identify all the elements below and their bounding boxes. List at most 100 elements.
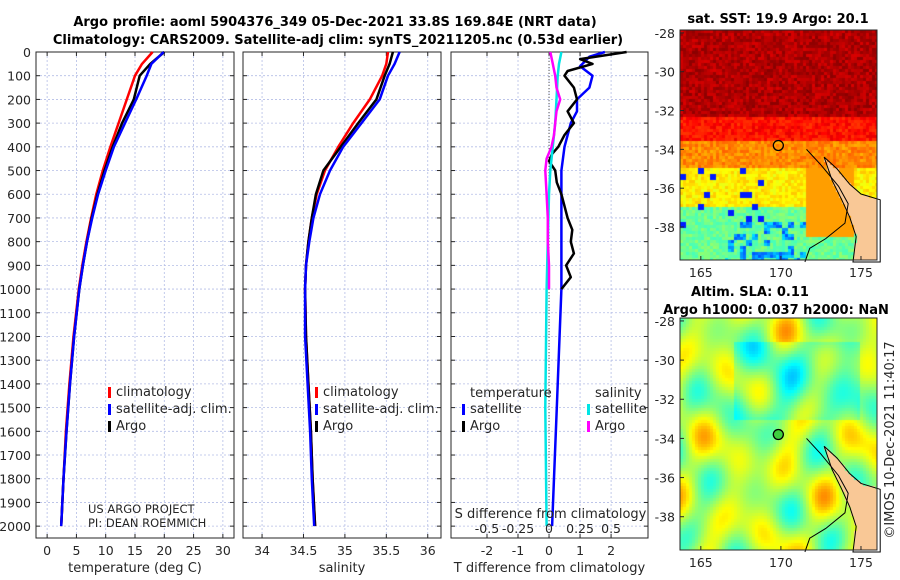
y-tick-label: 1700	[0, 448, 31, 463]
y-tick-label: 1100	[0, 306, 31, 321]
lat-tick-label: -30	[655, 353, 675, 368]
x-tick-label: 1	[576, 543, 584, 558]
lon-tick-label: 165	[689, 265, 713, 280]
project-text: US ARGO PROJECT	[88, 502, 196, 516]
x2-tick-label: 0.25	[566, 521, 594, 536]
y-tick-label: 1600	[0, 424, 31, 439]
legend-label: Argo	[595, 419, 625, 434]
coastline	[823, 445, 881, 553]
x2-tick-label: 0	[545, 521, 553, 536]
series-s-satellite	[544, 51, 563, 527]
map-overlay-1: 165 170 175 -28 -30 -32 -34 -36 -38	[655, 26, 881, 280]
profile-panel-3: -2 -1 0 1 2 T difference from climatology -0.5…	[450, 50, 649, 576]
x-tick-label: 35.5	[372, 543, 400, 558]
profile-panel-1: 0 5 10 15 20 25 300100200300400500600700800900…	[0, 45, 235, 576]
x-axis-label: salinity	[319, 561, 366, 576]
y-tick-label: 700	[7, 211, 31, 226]
map-frame	[679, 317, 878, 551]
legend-swatch	[462, 404, 465, 415]
x-tick-label: 25	[186, 543, 202, 558]
lon-tick-label: 175	[849, 555, 873, 570]
x-tick-label: 0	[545, 543, 553, 558]
map-frame	[679, 29, 878, 261]
lat-tick-label: -36	[655, 471, 675, 486]
sla-map-subtitle: Argo h1000: 0.037 h2000: NaN	[663, 303, 889, 318]
lat-tick-label: -38	[655, 510, 675, 525]
x-tick-label: 30	[215, 543, 231, 558]
sst-map-image	[680, 30, 877, 260]
lat-tick-label: -30	[655, 65, 675, 80]
axes-frame	[242, 51, 442, 539]
legend-swatch	[108, 387, 111, 398]
pi-text: PI: DEAN ROEMMICH	[88, 516, 206, 530]
legend-label: climatology	[323, 385, 399, 400]
x-tick-label: 36	[420, 543, 436, 558]
x2-tick-label: -0.25	[502, 521, 534, 536]
sla-map-title: Altim. SLA: 0.11	[691, 285, 809, 300]
profile-panel-2: 34 34.5 35 35.5 36 salinity climatology satelli…	[242, 51, 442, 576]
coastline	[823, 156, 881, 263]
argo-position-marker	[772, 139, 784, 152]
lon-tick-label: 175	[849, 265, 873, 280]
legend-swatch	[108, 421, 111, 432]
legend-label: satellite	[470, 402, 522, 417]
legend-swatch	[315, 387, 318, 398]
x-tick-label: 10	[98, 543, 114, 558]
x2-tick-label: 0.5	[601, 521, 621, 536]
sst-map-title: sat. SST: 19.9 Argo: 20.1	[687, 12, 868, 27]
lat-tick-label: -32	[655, 392, 675, 407]
legend-title-salinity: salinity	[595, 386, 642, 401]
lat-tick-label: -34	[655, 142, 675, 157]
y-tick-label: 0	[23, 45, 31, 60]
x-tick-label: 35	[337, 543, 353, 558]
y-tick-label: 500	[7, 164, 31, 179]
y-tick-label: 400	[7, 140, 31, 155]
credit-text: ©IMOS 10-Dec-2021 11:40:17	[883, 341, 898, 538]
x-tick-label: 0	[43, 543, 51, 558]
y-tick-label: 1800	[0, 472, 31, 487]
lon-tick-label: 165	[689, 555, 713, 570]
y-tick-label: 800	[7, 235, 31, 250]
legend-swatch	[587, 421, 590, 432]
lat-tick-label: -36	[655, 181, 675, 196]
isobath-contour	[804, 438, 849, 553]
series-satellite-adj-clim-	[303, 51, 401, 527]
figure-title-line2: Climatology: CARS2009. Satellite-adj cli…	[53, 33, 623, 48]
x-axis-label: temperature (deg C)	[68, 561, 202, 576]
plot-area	[243, 52, 441, 538]
lat-tick-label: -28	[655, 26, 675, 41]
legend-label: satellite	[595, 402, 647, 417]
legend-swatch	[315, 421, 318, 432]
project-credit: US ARGO PROJECT PI: DEAN ROEMMICH	[88, 502, 206, 530]
x-tick-label: 2	[607, 543, 615, 558]
y-tick-label: 1900	[0, 495, 31, 510]
isobath-contour	[804, 149, 849, 263]
x-tick-label: 20	[156, 543, 172, 558]
y-tick-label: 1200	[0, 329, 31, 344]
legend-swatch	[315, 404, 318, 415]
x-tick-label: 15	[127, 543, 143, 558]
lat-tick-label: -28	[655, 314, 675, 329]
argo-position-marker	[772, 428, 784, 441]
legend-swatch	[462, 421, 465, 432]
x2-tick-label: -0.5	[475, 521, 499, 536]
legend-label: Argo	[323, 419, 353, 434]
series-satellite-adj-clim-	[59, 51, 165, 527]
y-tick-label: 900	[7, 258, 31, 273]
x-tick-label: 34	[254, 543, 270, 558]
axes-frame	[35, 51, 235, 539]
lat-tick-label: -32	[655, 104, 675, 119]
figure-title-line1: Argo profile: aoml 5904376_349 05-Dec-20…	[73, 15, 596, 30]
legend-swatch	[108, 404, 111, 415]
series-s-argo	[544, 51, 562, 290]
y-tick-label: 200	[7, 92, 31, 107]
x2-axis-label: S difference from climatology	[455, 507, 647, 522]
legend-label: Argo	[116, 419, 146, 434]
y-tick-label: 1500	[0, 401, 31, 416]
y-tick-label: 600	[7, 187, 31, 202]
lon-tick-label: 170	[769, 555, 793, 570]
legend-label: climatology	[116, 385, 192, 400]
x-axis-label: T difference from climatology	[453, 561, 646, 576]
legend-label: Argo	[470, 419, 500, 434]
